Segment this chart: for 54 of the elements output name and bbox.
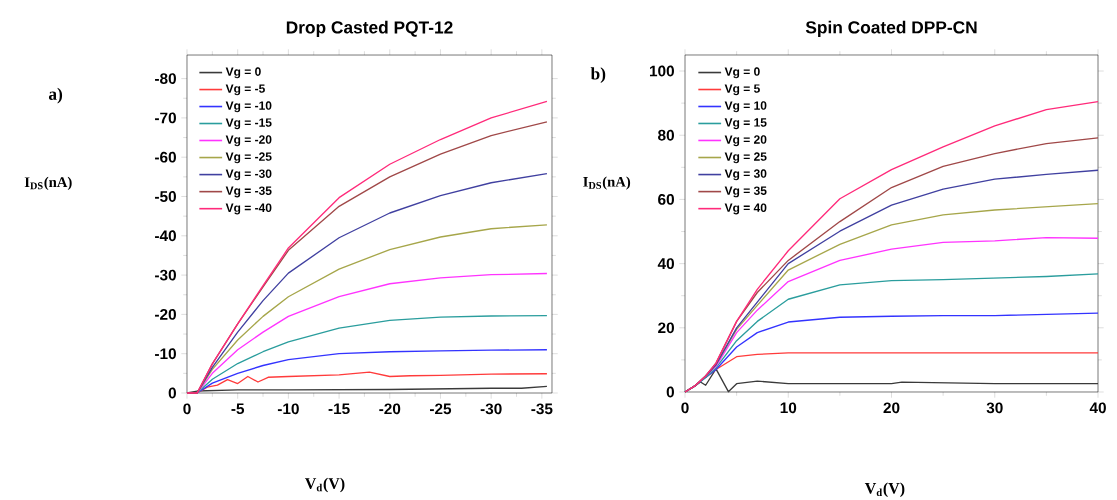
x-tick-label: -10	[277, 403, 299, 415]
x-axis-title: V$_{d}$(V)	[304, 477, 345, 493]
y-tick-label: -30	[155, 269, 176, 281]
x-tick-label: 20	[883, 402, 900, 414]
legend-label: Vg = 0	[225, 67, 261, 79]
x-tick-label: -20	[379, 403, 401, 415]
legend-label: Vg = 35	[724, 186, 767, 198]
y-tick-label: -10	[155, 348, 176, 360]
x-tick-label: 10	[780, 402, 797, 414]
y-tick-label: -40	[155, 230, 176, 242]
y-tick-label: 40	[657, 258, 674, 270]
legend-label: Vg = -30	[225, 169, 272, 181]
chart-title: Drop Casted PQT-12	[286, 20, 453, 37]
y-tick-label: -50	[155, 191, 176, 202]
x-axis-title: V$_{d}$(V)	[864, 482, 905, 497]
x-tick-label: 30	[986, 402, 1003, 414]
y-axis-title: I$_{DS}$(nA)	[583, 176, 631, 190]
legend-label: Vg = -40	[225, 203, 272, 215]
legend-label: Vg = 0	[724, 67, 760, 79]
text: a)	[48, 87, 63, 104]
y-tick-label: 60	[658, 194, 674, 205]
y-tick-label: 20	[658, 322, 674, 334]
y-tick-label: 0	[168, 387, 176, 399]
legend-label: Vg = -15	[225, 118, 272, 130]
chart-title: Spin Coated DPP-CN	[805, 20, 977, 37]
x-tick-label: -15	[328, 403, 350, 415]
y-tick-label: -70	[155, 112, 176, 124]
y-tick-label: 80	[658, 129, 674, 141]
legend-label: Vg = 25	[724, 152, 767, 164]
legend-label: Vg = 20	[724, 135, 767, 147]
x-tick-label: 0	[183, 403, 191, 415]
y-tick-label: -60	[155, 151, 176, 163]
y-tick-label: -20	[155, 308, 176, 320]
legend-label: Vg = 30	[724, 169, 767, 181]
text: b)	[590, 67, 606, 84]
x-tick-label: -25	[429, 403, 452, 415]
x-tick-label: 40	[1089, 402, 1106, 414]
legend-label: Vg = 40	[724, 203, 767, 215]
legend-label: Vg = -25	[225, 152, 272, 164]
legend-label: Vg = -10	[225, 101, 272, 113]
legend-label: Vg = -20	[225, 135, 272, 147]
y-tick-label: 100	[649, 65, 674, 77]
y-tick-label: 0	[666, 386, 674, 398]
legend-label: Vg = 5	[724, 84, 760, 96]
legend-label: Vg = -5	[225, 84, 265, 96]
y-tick-label: -80	[155, 73, 176, 85]
x-tick-label: -5	[231, 403, 245, 415]
legend-label: Vg = 15	[724, 118, 767, 130]
legend-label: Vg = -35	[225, 186, 272, 198]
x-tick-label: -35	[531, 403, 553, 415]
x-tick-label: -30	[480, 403, 502, 415]
legend-label: Vg = 10	[724, 101, 767, 113]
x-tick-label: 0	[681, 402, 689, 414]
y-axis-title: I$_{DS}$(nA)	[24, 176, 72, 191]
